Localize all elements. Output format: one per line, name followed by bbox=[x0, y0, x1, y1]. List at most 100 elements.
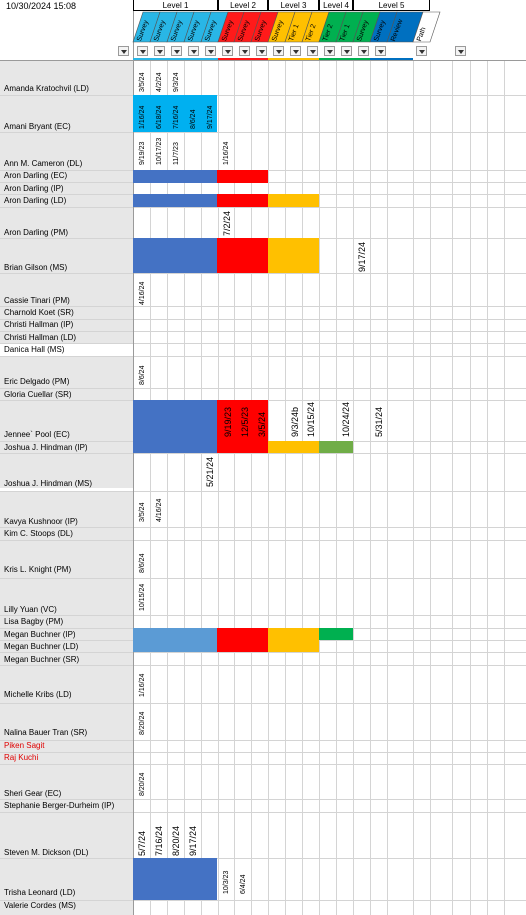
date-cell: 4/16/24 bbox=[156, 498, 163, 522]
date-cell: 8/6/24 bbox=[139, 553, 146, 573]
date-cell: 10/17/23 bbox=[156, 137, 163, 165]
row-name: Raj Kuchi bbox=[4, 753, 39, 762]
progress-bar-level1 bbox=[133, 95, 217, 132]
row-name: Trisha Leonard (LD) bbox=[4, 888, 76, 897]
filter-dropdown-button[interactable] bbox=[171, 46, 182, 56]
filter-dropdown-button[interactable] bbox=[375, 46, 386, 56]
row-name: Cassie Tinari (PM) bbox=[4, 296, 70, 305]
row-name: Kim C. Stoops (DL) bbox=[4, 529, 73, 538]
progress-bar-level2 bbox=[217, 194, 268, 207]
date-cell: 1/16/24 bbox=[139, 105, 146, 129]
progress-bar-level3 bbox=[268, 238, 319, 273]
row-name: Megan Buchner (IP) bbox=[4, 630, 76, 639]
date-cell: 9/17/24 bbox=[188, 825, 198, 856]
date-cell: 7/2/24 bbox=[222, 210, 232, 236]
date-cell: 8/20/24 bbox=[171, 825, 181, 856]
timestamp: 10/30/2024 15:08 bbox=[6, 1, 77, 11]
row-name: Christi Hallman (LD) bbox=[4, 333, 77, 342]
progress-bar-level1 bbox=[133, 194, 217, 207]
row-name: Lilly Yuan (VC) bbox=[4, 605, 57, 614]
date-cell: 10/15/24 bbox=[139, 583, 146, 611]
date-cell: 8/20/24 bbox=[139, 711, 146, 735]
date-cell: 10/15/24 bbox=[306, 401, 316, 437]
filter-dropdown-button[interactable] bbox=[324, 46, 335, 56]
filter-dropdown-button[interactable] bbox=[222, 46, 233, 56]
filter-dropdown-button[interactable] bbox=[273, 46, 284, 56]
date-cell: 6/4/24 bbox=[240, 874, 247, 894]
date-cell: 8/6/24 bbox=[139, 365, 146, 385]
column-header-band bbox=[412, 11, 441, 43]
row-name: Kavya Kushnoor (IP) bbox=[4, 517, 78, 526]
date-cell: 10/3/23 bbox=[223, 870, 230, 894]
progress-bar-level4 bbox=[319, 628, 353, 640]
progress-bar-level2 bbox=[217, 238, 268, 273]
date-cell: 5/21/24 bbox=[205, 456, 215, 487]
filter-dropdown-button[interactable] bbox=[307, 46, 318, 56]
date-cell: 11/7/23 bbox=[173, 142, 180, 165]
progress-bar-level1 bbox=[133, 628, 217, 652]
date-cell: 9/3/24b bbox=[290, 406, 300, 437]
progress-bar-level4 bbox=[319, 441, 353, 453]
row-name: Brian Gilson (MS) bbox=[4, 263, 68, 272]
filter-dropdown-button[interactable] bbox=[455, 46, 466, 56]
progress-bar-level1 bbox=[133, 238, 217, 273]
filter-dropdown-button[interactable] bbox=[239, 46, 250, 56]
filter-dropdown-button[interactable] bbox=[118, 46, 129, 56]
row-name: Lisa Bagby (PM) bbox=[4, 617, 64, 626]
row-name: Eric Delgado (PM) bbox=[4, 377, 70, 386]
row-name: Joshua J. Hindman (IP) bbox=[4, 443, 88, 452]
progress-bar-level3 bbox=[268, 194, 319, 207]
date-cell: 5/31/24 bbox=[374, 406, 384, 437]
name-column-gap bbox=[0, 488, 133, 491]
filter-dropdown-button[interactable] bbox=[358, 46, 369, 56]
date-cell: 10/24/24 bbox=[341, 401, 351, 437]
filter-dropdown-button[interactable] bbox=[188, 46, 199, 56]
date-cell: 9/3/24 bbox=[173, 72, 180, 92]
row-name: Kris L. Knight (PM) bbox=[4, 565, 72, 574]
row-name: Steven M. Dickson (DL) bbox=[4, 848, 89, 857]
progress-bar-level1 bbox=[133, 400, 217, 453]
filter-dropdown-button[interactable] bbox=[137, 46, 148, 56]
row-name: Aron Darling (PM) bbox=[4, 228, 69, 237]
row-name: Aron Darling (LD) bbox=[4, 196, 67, 205]
row-name: Jennee` Pool (EC) bbox=[4, 430, 70, 439]
date-cell: 8/6/24 bbox=[190, 109, 197, 129]
filter-dropdown-button[interactable] bbox=[205, 46, 216, 56]
name-column-gap bbox=[0, 343, 133, 356]
date-cell: 9/17/24 bbox=[357, 241, 367, 272]
date-cell: 4/2/24 bbox=[156, 72, 163, 92]
filter-dropdown-button[interactable] bbox=[154, 46, 165, 56]
filter-dropdown-button[interactable] bbox=[290, 46, 301, 56]
date-cell: 9/19/23 bbox=[139, 141, 146, 165]
row-name: Stephanie Berger-Durheim (IP) bbox=[4, 801, 115, 810]
progress-bar-level3 bbox=[268, 441, 319, 453]
row-name: Michelle Kribs (LD) bbox=[4, 690, 72, 699]
row-name: Charnold Koet (SR) bbox=[4, 308, 74, 317]
progress-bar-level1 bbox=[133, 858, 217, 900]
level-4-header: Level 4 bbox=[319, 0, 353, 11]
level-1-header: Level 1 bbox=[133, 0, 218, 11]
date-cell: 1/16/24 bbox=[139, 673, 146, 697]
row-name: Christi Hallman (IP) bbox=[4, 320, 74, 329]
progress-bar-level2 bbox=[217, 628, 268, 652]
date-cell: 3/5/24 bbox=[139, 72, 146, 92]
row-name: Megan Buchner (LD) bbox=[4, 642, 79, 651]
row-name: Valerie Cordes (MS) bbox=[4, 901, 76, 910]
name-column-bg bbox=[0, 60, 133, 915]
date-cell: 5/7/24 bbox=[137, 830, 147, 856]
row-name: Ann M. Cameron (DL) bbox=[4, 159, 83, 168]
level-3-header: Level 3 bbox=[268, 0, 319, 11]
filter-dropdown-button[interactable] bbox=[256, 46, 267, 56]
date-cell: 4/16/24 bbox=[139, 281, 146, 305]
filter-dropdown-button[interactable] bbox=[416, 46, 427, 56]
progress-bar-level2 bbox=[217, 400, 268, 453]
filter-dropdown-button[interactable] bbox=[341, 46, 352, 56]
row-name: Aron Darling (EC) bbox=[4, 171, 68, 180]
date-cell: 8/20/24 bbox=[139, 772, 146, 796]
row-name: Danica Hall (MS) bbox=[4, 345, 65, 354]
date-cell: 3/5/24 bbox=[257, 411, 267, 437]
row-name: Gloria Cuellar (SR) bbox=[4, 390, 72, 399]
row-name: Amanda Kratochvil (LD) bbox=[4, 84, 89, 93]
